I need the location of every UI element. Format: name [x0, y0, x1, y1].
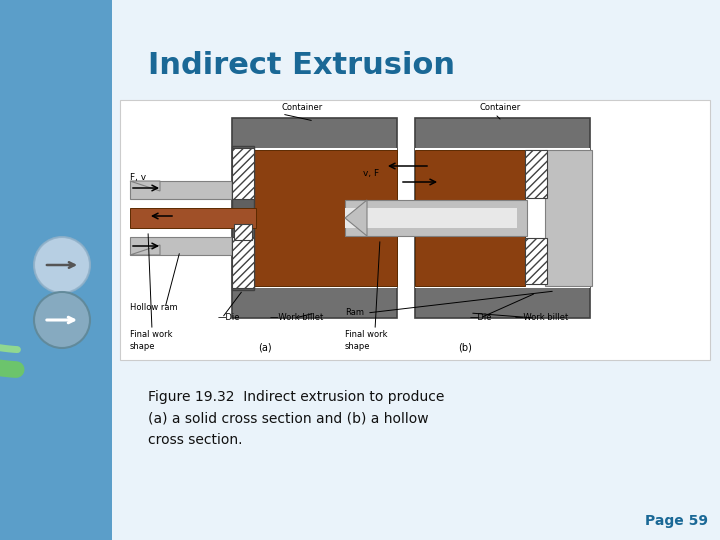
Bar — [234, 224, 252, 240]
Polygon shape — [130, 245, 160, 255]
Bar — [234, 150, 397, 286]
Bar — [0, 0, 720, 110]
Bar — [232, 148, 397, 288]
Bar — [120, 100, 710, 360]
Circle shape — [34, 292, 90, 348]
Bar — [232, 118, 397, 318]
Text: Figure 19.32  Indirect extrusion to produce
(a) a solid cross section and (b) a : Figure 19.32 Indirect extrusion to produ… — [148, 390, 444, 448]
Text: Page 59: Page 59 — [645, 514, 708, 528]
Bar — [112, 0, 720, 540]
Bar — [415, 118, 590, 318]
Text: Ram: Ram — [345, 308, 364, 317]
Text: —Work billet: —Work billet — [270, 313, 323, 322]
Polygon shape — [130, 181, 160, 191]
Text: Final work
shape: Final work shape — [130, 330, 173, 351]
Bar — [415, 148, 590, 288]
Text: (b): (b) — [458, 342, 472, 352]
Bar — [232, 237, 254, 288]
Text: —Work billet: —Work billet — [515, 313, 568, 322]
Bar — [415, 150, 525, 286]
Polygon shape — [345, 200, 367, 236]
Bar — [130, 181, 252, 199]
Text: F, v: F, v — [130, 173, 146, 182]
Bar — [130, 208, 256, 228]
Text: (a): (a) — [258, 342, 272, 352]
Bar — [232, 146, 254, 290]
Text: —Die: —Die — [218, 313, 240, 322]
Text: Indirect Extrusion: Indirect Extrusion — [148, 51, 455, 79]
Bar — [0, 0, 112, 540]
Bar — [525, 238, 547, 284]
Bar — [545, 150, 592, 286]
Bar — [525, 150, 547, 198]
Text: Hollow ram: Hollow ram — [130, 303, 178, 312]
Text: —Die: —Die — [470, 313, 492, 322]
Text: Container: Container — [480, 103, 521, 112]
Text: v, F: v, F — [363, 169, 379, 178]
Bar — [130, 237, 252, 255]
Circle shape — [34, 237, 90, 293]
Text: Final work
shape: Final work shape — [345, 330, 387, 351]
Text: Container: Container — [282, 103, 323, 112]
Bar — [232, 148, 254, 199]
Bar — [345, 200, 527, 236]
Bar — [345, 208, 517, 228]
